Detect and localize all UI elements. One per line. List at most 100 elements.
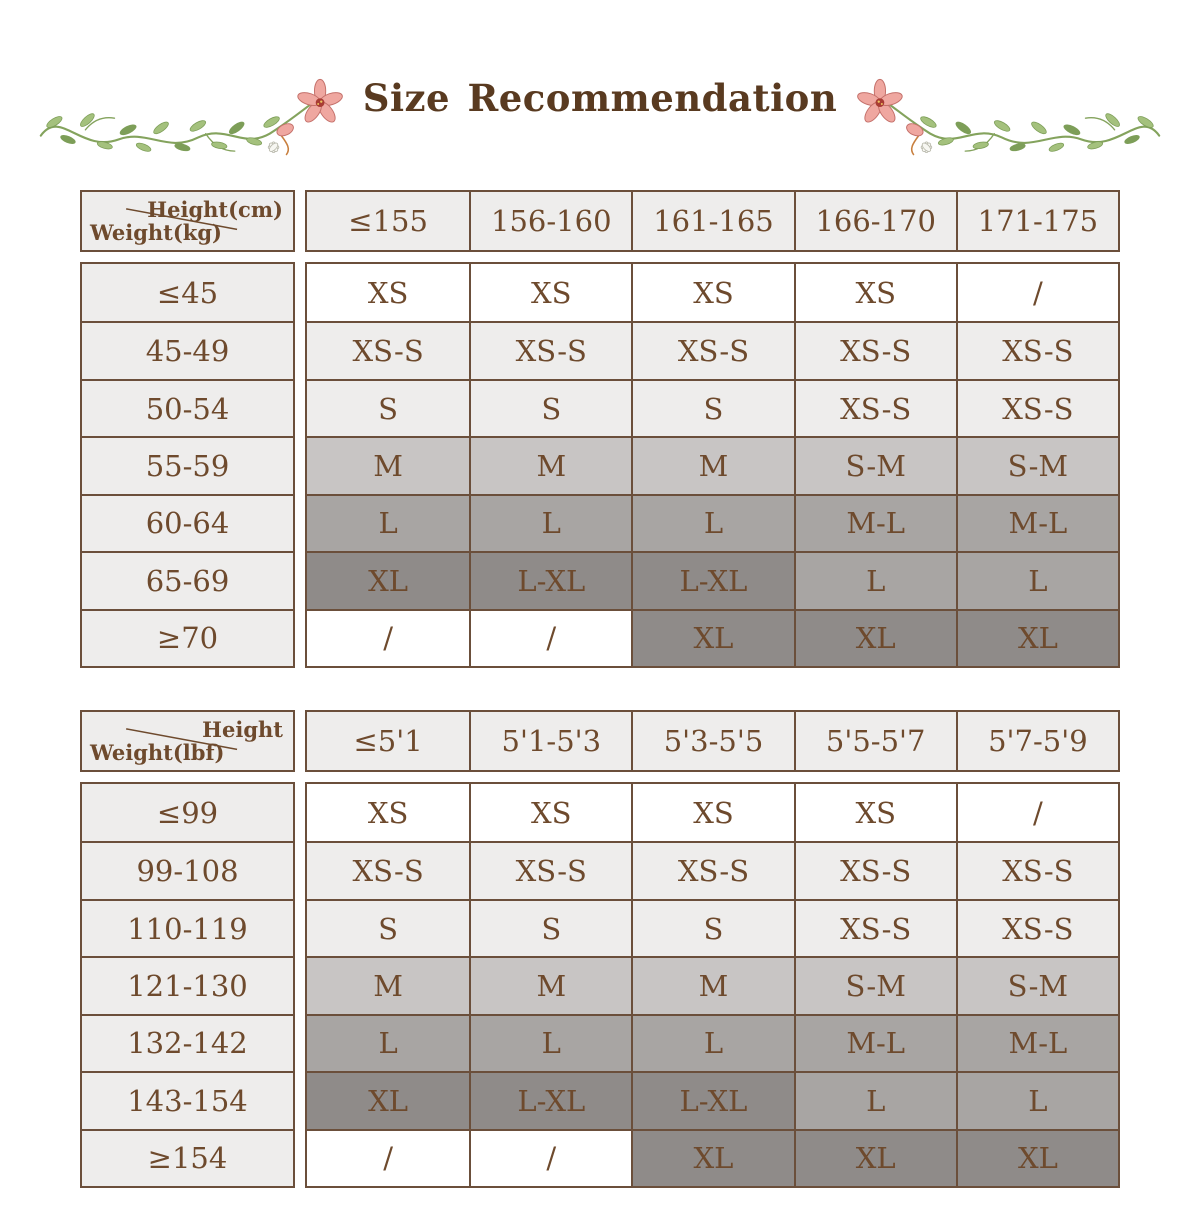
size-cell: XL [955,608,1118,666]
size-cell: S-M [793,436,956,494]
floral-vine-right-icon [855,78,1161,157]
height-range-header: 156-160 [469,192,631,250]
height-axis-label: Height [202,717,283,742]
weight-row-label: 110-119 [82,898,293,956]
size-cell: L-XL [469,1071,632,1129]
size-cell: L [793,551,956,609]
size-cell: L-XL [469,551,632,609]
size-cell: / [955,264,1118,322]
weight-row-label: 143-154 [82,1071,293,1128]
size-cell: XS-S [793,378,956,437]
size-cell: XS-S [631,321,794,379]
size-cell: L [631,493,794,552]
height-range-header: 5'3-5'5 [631,712,793,770]
size-cell: XL [307,551,470,609]
size-cell: M-L [793,493,956,552]
size-cell: XS-S [469,841,632,899]
size-cell: M-L [793,1013,956,1072]
page-title: Size Recommendation [362,76,838,120]
size-cell: / [307,608,470,666]
weight-row-label: 45-49 [82,321,293,378]
size-cell: S [631,898,794,957]
size-cell: XL [955,1128,1118,1186]
size-cell: S [469,898,632,957]
size-cell: M-L [955,1013,1118,1072]
weight-row-label: 65-69 [82,551,293,608]
weight-row-label: 99-108 [82,841,293,898]
size-cell: S-M [793,956,956,1014]
size-cell: XL [307,1071,470,1129]
size-cell: XS [793,264,956,322]
size-cell: S [631,378,794,437]
height-range-header: ≤5'1 [353,724,423,758]
size-cell: XS-S [631,841,794,899]
size-cell: S-M [955,436,1118,494]
size-cell: / [469,608,632,666]
size-cell: XS [307,264,470,322]
weight-row-label: 121-130 [82,956,293,1013]
size-cell: XS [469,264,632,322]
size-cell: M [631,436,794,494]
size-cell: L [469,493,632,552]
weight-label-column-metric: ≤45 45-49 50-54 55-59 60-64 65-69 ≥70 [80,262,295,668]
size-cell: S [307,898,470,957]
size-cell: L [793,1071,956,1129]
size-cell: XL [631,1128,794,1186]
weight-row-label: 132-142 [82,1013,293,1071]
height-range-header: ≤155 [348,204,428,238]
size-table-metric: Height(cm) Weight(kg) ≤155 156-160 161-1… [80,190,1120,668]
floral-vine-left-icon [39,78,343,156]
size-cell: XS [793,784,956,842]
weight-row-label: 55-59 [82,436,293,493]
size-cell: L-XL [631,551,794,609]
height-axis-label: Height(cm) [147,197,283,222]
size-cell: L [955,1071,1118,1129]
height-header-row-imperial: ≤5'1 5'1-5'3 5'3-5'5 5'5-5'7 5'7-5'9 [305,710,1120,772]
weight-row-label: ≤99 [156,795,219,830]
size-cell: S [469,378,632,437]
weight-row-label: 60-64 [82,493,293,551]
size-cell: XS [631,264,794,322]
size-cell: M [631,956,794,1014]
size-cell: XS-S [793,321,956,379]
size-cell: XS-S [469,321,632,379]
size-grid-imperial: XS XS XS XS / XS-S XS-S XS-S XS-S XS-S S… [305,782,1120,1188]
size-cell: XS-S [307,321,470,379]
title-banner: Size Recommendation [0,0,1200,174]
size-cell: XS [469,784,632,842]
size-cell: L [307,1013,470,1072]
weight-label-column-imperial: ≤99 99-108 110-119 121-130 132-142 143-1… [80,782,295,1188]
weight-row-label: ≥70 [82,608,293,666]
weight-row-label: ≥154 [82,1128,293,1186]
diagonal-divider [126,208,238,231]
size-cell: XS-S [955,321,1118,379]
height-range-header: 166-170 [793,192,956,250]
size-cell: S-M [955,956,1118,1014]
size-cell: M [469,436,632,494]
weight-row-label: ≤45 [156,275,219,310]
size-cell: XS-S [955,898,1118,957]
size-cell: XS-S [793,841,956,899]
weight-axis-label: Weight(kg) [90,220,222,245]
diagonal-divider [126,728,238,751]
size-cell: S [307,378,470,437]
corner-cell-metric: Height(cm) Weight(kg) [80,190,295,252]
size-cell: XS-S [307,841,470,899]
weight-axis-label: Weight(lbf) [90,740,225,765]
size-cell: XL [793,1128,956,1186]
size-cell: M-L [955,493,1118,552]
size-cell: XL [631,608,794,666]
height-range-header: 5'7-5'9 [955,712,1118,770]
size-cell: XS-S [955,841,1118,899]
weight-row-label: 50-54 [82,378,293,436]
height-range-header: 5'1-5'3 [469,712,631,770]
size-cell: L-XL [631,1071,794,1129]
height-range-header: 161-165 [631,192,793,250]
size-cell: XS-S [955,378,1118,437]
size-cell: XS-S [793,898,956,957]
size-cell: / [307,1128,470,1186]
size-cell: XS [631,784,794,842]
size-cell: L [955,551,1118,609]
size-cell: / [955,784,1118,842]
size-grid-metric: XS XS XS XS / XS-S XS-S XS-S XS-S XS-S S… [305,262,1120,668]
